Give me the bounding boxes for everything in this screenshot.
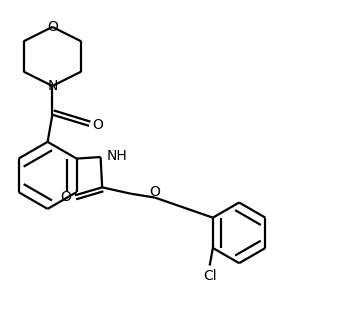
Text: O: O — [61, 190, 72, 204]
Text: O: O — [47, 20, 58, 34]
Text: Cl: Cl — [203, 269, 217, 283]
Text: N: N — [47, 79, 58, 93]
Text: O: O — [93, 118, 103, 132]
Text: NH: NH — [106, 149, 127, 163]
Text: O: O — [149, 185, 160, 199]
